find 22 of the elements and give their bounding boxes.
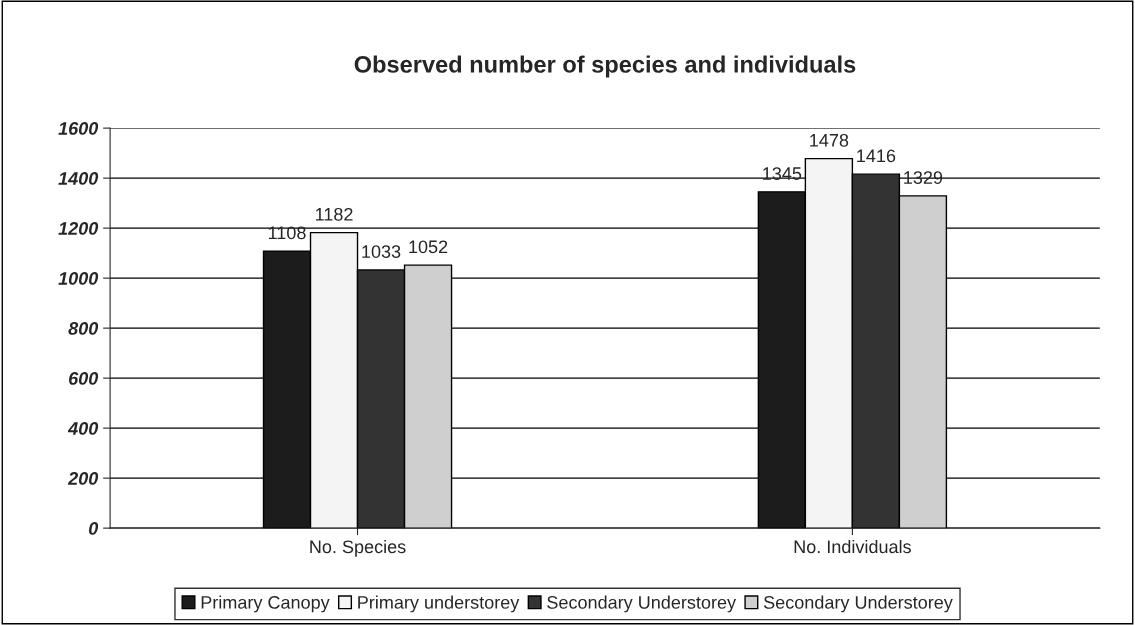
legend-label: Primary understorey: [358, 595, 520, 613]
y-tick-label: 400: [67, 422, 99, 435]
legend-label: Secondary Understorey: [547, 595, 737, 613]
x-tick-label: No. Individuals: [794, 539, 911, 554]
y-tick-label: 1400: [58, 172, 99, 185]
legend-label: Secondary Understorey: [763, 595, 953, 613]
y-tick-label: 1000: [58, 272, 99, 285]
data-label: 1182: [315, 207, 353, 221]
data-label: 1416: [857, 149, 896, 163]
legend-label: Primary Canopy: [201, 595, 330, 613]
chart-title: Observed number of species and individuals: [354, 55, 856, 78]
y-tick-label: 1600: [58, 122, 99, 135]
data-label: 1052: [409, 240, 448, 254]
y-tick-label: 600: [69, 372, 99, 385]
y-tick-label: 0: [89, 522, 99, 535]
y-tick-label: 200: [67, 472, 99, 485]
x-tick-label: No. Species: [310, 539, 406, 557]
data-label: 1033: [362, 245, 401, 258]
data-label: 1478: [810, 133, 849, 147]
y-tick-label: 800: [68, 322, 99, 335]
data-label: 1108: [268, 226, 306, 240]
y-tick-label: 1200: [58, 222, 99, 235]
